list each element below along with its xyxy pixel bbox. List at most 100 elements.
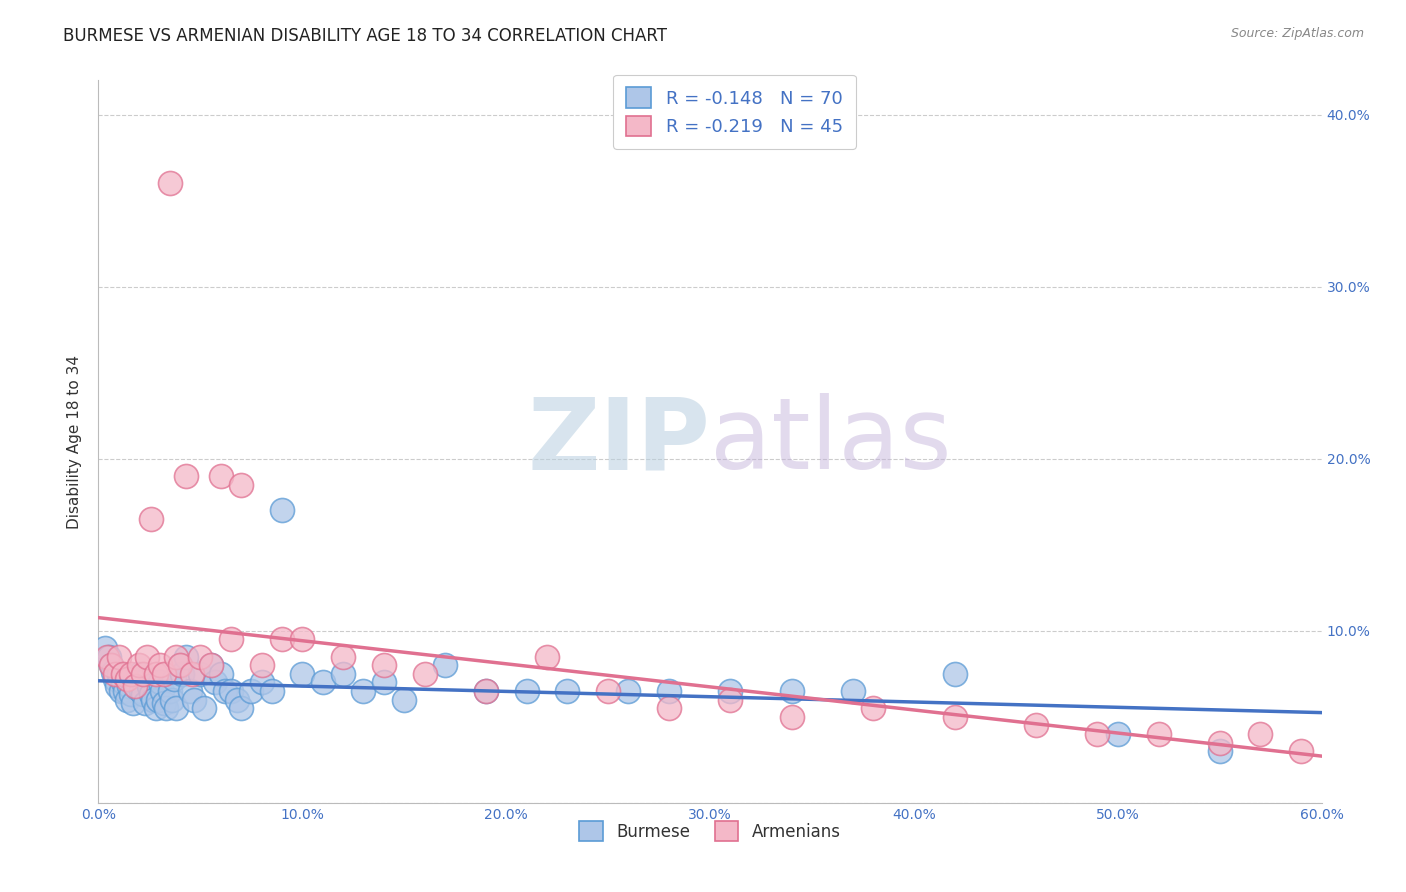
Point [373,658,395,673]
Point [159,684,181,698]
Point [413,666,436,681]
Point [1085,727,1108,741]
Point [617,684,640,698]
Point [118,679,141,693]
Point [219,684,242,698]
Point [214,684,236,698]
Point [129,684,152,698]
Point [136,649,159,664]
Point [100,658,122,673]
Point [97,649,120,664]
Point [149,675,172,690]
Point [145,666,167,681]
Point [1147,727,1170,741]
Point [115,692,138,706]
Point [179,684,201,698]
Point [174,469,197,483]
Point [181,666,204,681]
Point [943,710,966,724]
Point [165,649,187,664]
Point [200,658,222,673]
Point [111,675,134,690]
Point [188,666,212,681]
Point [188,649,212,664]
Point [209,666,232,681]
Point [96,649,118,664]
Point [231,701,253,715]
Point [841,684,863,698]
Point [149,658,172,673]
Point [240,684,263,698]
Point [128,658,150,673]
Point [555,684,579,698]
Point [1291,744,1313,758]
Point [108,649,131,664]
Point [332,649,354,664]
Point [250,675,273,690]
Point [200,658,222,673]
Point [93,640,115,655]
Point [128,666,150,681]
Point [1107,727,1129,741]
Point [193,701,215,715]
Point [658,701,681,715]
Point [231,477,253,491]
Point [1209,744,1232,758]
Point [943,666,966,681]
Point [862,701,884,715]
Point [373,675,395,690]
Point [658,684,681,698]
Point [434,658,457,673]
Point [141,512,163,526]
Point [152,696,174,710]
Point [174,649,197,664]
Point [163,672,186,686]
Point [146,692,169,706]
Point [474,684,498,698]
Point [150,684,173,698]
Point [1249,727,1271,741]
Y-axis label: Disability Age 18 to 34: Disability Age 18 to 34 [67,354,83,529]
Point [209,469,232,483]
Point [110,684,132,698]
Point [124,672,146,686]
Point [260,684,283,698]
Point [127,681,149,695]
Point [122,696,145,710]
Text: Source: ZipAtlas.com: Source: ZipAtlas.com [1230,27,1364,40]
Point [270,632,294,647]
Point [1025,718,1047,732]
Point [105,679,128,693]
Point [152,666,174,681]
Point [120,687,142,701]
Point [183,692,205,706]
Point [332,666,354,681]
Point [124,679,146,693]
Point [165,701,187,715]
Point [141,687,163,701]
Point [136,672,159,686]
Point [104,672,127,686]
Point [219,632,242,647]
Point [138,679,160,693]
Point [291,666,314,681]
Point [108,666,131,681]
Text: atlas: atlas [710,393,952,490]
Point [169,658,191,673]
Point [536,649,558,664]
Point [270,503,294,517]
Point [780,684,803,698]
Point [169,658,191,673]
Legend: Burmese, Armenians: Burmese, Armenians [568,810,852,852]
Point [474,684,498,698]
Text: ZIP: ZIP [527,393,710,490]
Point [159,177,181,191]
Point [312,675,335,690]
Point [101,665,124,679]
Point [291,632,314,647]
Point [718,684,742,698]
Point [250,658,273,673]
Point [132,687,155,701]
Point [132,666,155,681]
Point [170,666,193,681]
